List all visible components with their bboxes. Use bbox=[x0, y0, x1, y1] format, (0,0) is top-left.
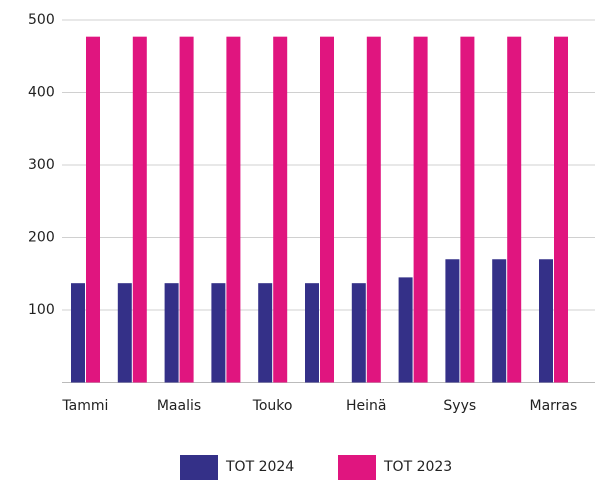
bar bbox=[460, 36, 475, 383]
bar bbox=[211, 283, 226, 383]
bar bbox=[258, 283, 273, 383]
bar bbox=[132, 36, 147, 383]
bar bbox=[507, 36, 522, 383]
y-tick-label: 200 bbox=[28, 230, 55, 246]
bar bbox=[164, 283, 179, 383]
bar bbox=[86, 36, 100, 383]
bar bbox=[492, 259, 507, 383]
x-tick-label: Tammi bbox=[61, 398, 108, 414]
bar bbox=[305, 283, 319, 383]
y-tick-label: 300 bbox=[28, 157, 55, 173]
bar bbox=[179, 36, 194, 383]
bar bbox=[226, 36, 241, 383]
y-tick-label: 500 bbox=[28, 12, 55, 28]
legend-label: TOT 2024 bbox=[225, 459, 294, 475]
x-tick-label: Touko bbox=[252, 398, 293, 414]
bar bbox=[71, 283, 85, 383]
bar bbox=[273, 36, 288, 383]
legend-swatch bbox=[338, 455, 376, 480]
y-tick-label: 100 bbox=[28, 302, 55, 318]
bar bbox=[366, 36, 381, 383]
bar bbox=[117, 283, 132, 383]
x-tick-label: Marras bbox=[530, 398, 578, 414]
x-tick-label: Syys bbox=[443, 398, 476, 414]
x-tick-label: Heinä bbox=[346, 398, 386, 414]
bar bbox=[554, 36, 568, 383]
bar bbox=[413, 36, 428, 383]
bar bbox=[398, 277, 413, 383]
bar bbox=[320, 36, 334, 383]
legend-swatch bbox=[180, 455, 218, 480]
x-tick-label: Maalis bbox=[157, 398, 201, 414]
y-tick-label: 400 bbox=[28, 85, 55, 101]
bar bbox=[351, 283, 366, 383]
legend-label: TOT 2023 bbox=[383, 459, 452, 475]
bar bbox=[539, 259, 553, 383]
bar bbox=[445, 259, 460, 383]
